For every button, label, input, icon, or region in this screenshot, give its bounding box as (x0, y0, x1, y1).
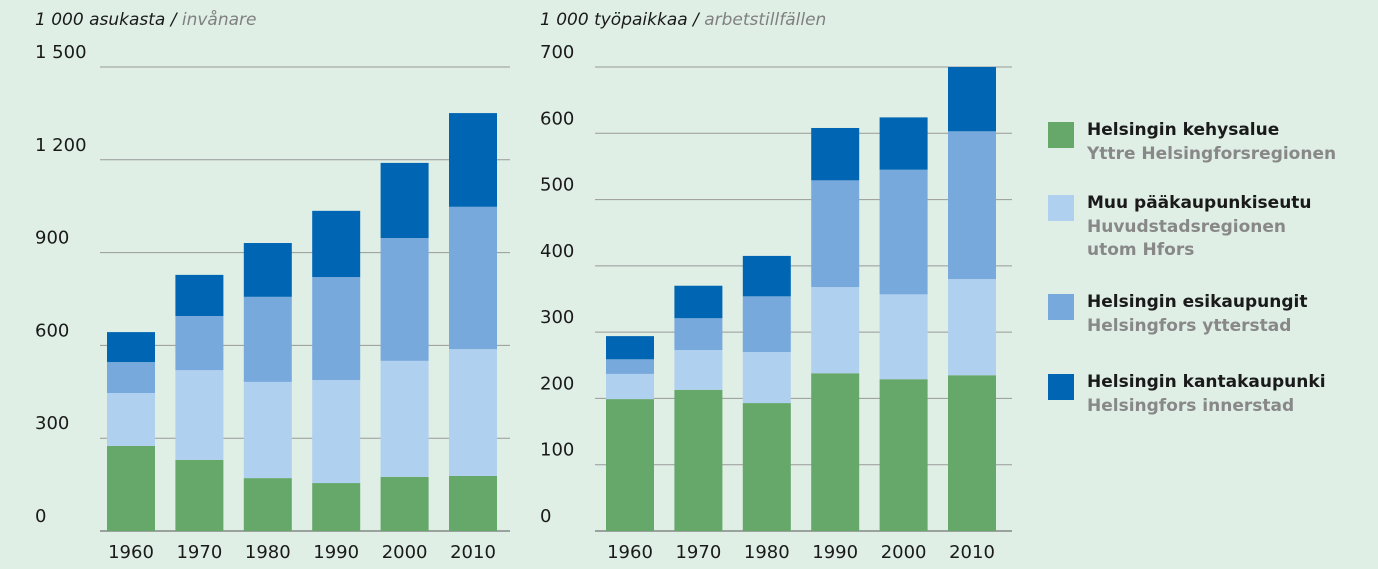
bar-segment (312, 210, 361, 278)
y-tick-label: 500 (540, 175, 574, 196)
x-tick-label: 1970 (675, 542, 721, 563)
chart-title: 1 000 asukasta / invånare (35, 9, 257, 30)
bar-segment (312, 483, 361, 531)
y-tick-label: 0 (35, 506, 46, 527)
bar-segment (811, 373, 860, 531)
legend-swatch (1048, 374, 1074, 400)
bar-segment (742, 296, 791, 353)
bar-segment (449, 113, 497, 207)
y-tick-label: 100 (540, 440, 574, 461)
bar-segment (606, 399, 654, 531)
bar-segment (742, 255, 791, 297)
bar-segment (674, 389, 723, 531)
y-tick-label: 600 (35, 320, 69, 341)
legend-sub: Helsingfors innerstad (1087, 396, 1294, 416)
legend-sub: utom Hfors (1087, 240, 1194, 260)
y-tick-label: 600 (540, 108, 574, 129)
legend-name: Helsingin esikaupungit (1087, 292, 1308, 312)
legend-swatch (1048, 195, 1074, 221)
bar-segment (879, 379, 928, 531)
legend-name: Muu pääkaupunkiseutu (1087, 193, 1312, 213)
bar-segment (175, 459, 224, 531)
y-tick-label: 1 200 (35, 135, 87, 156)
bar-segment (107, 393, 155, 446)
bar-segment (948, 375, 996, 531)
bar-segment (948, 67, 996, 132)
y-tick-label: 1 500 (35, 42, 87, 63)
x-tick-label: 1980 (245, 542, 291, 563)
bar-segment (948, 131, 996, 280)
y-tick-label: 300 (540, 307, 574, 328)
bar-segment (606, 359, 654, 374)
bar-segment (811, 287, 860, 374)
bar-segment (449, 475, 497, 531)
x-tick-label: 2010 (949, 542, 995, 563)
bar-segment (879, 117, 928, 170)
bar-segment (380, 162, 429, 239)
bar-segment (674, 350, 723, 390)
legend-swatch (1048, 294, 1074, 320)
bar-segment (879, 294, 928, 380)
y-tick-label: 900 (35, 228, 69, 249)
bar-segment (606, 336, 654, 360)
bar-segment (948, 279, 996, 376)
bar-segment (312, 277, 361, 381)
subtitle: arbetstillfällen (704, 10, 826, 30)
bar-segment (175, 370, 224, 460)
bar-segment (742, 403, 791, 531)
bar-segment (243, 381, 292, 479)
bar-segment (742, 352, 791, 404)
legend-name: Helsingin kantakaupunki (1087, 372, 1326, 392)
bar-segment (449, 206, 497, 350)
bar-segment (107, 332, 155, 363)
bar-segment (674, 285, 723, 319)
x-tick-label: 1960 (607, 542, 653, 563)
legend-sub: Helsingfors ytterstad (1087, 316, 1291, 336)
bar-segment (380, 238, 429, 361)
y-tick-label: 200 (540, 373, 574, 394)
legend-sub: Yttre Helsingforsregionen (1086, 144, 1336, 164)
bar-segment (175, 274, 224, 317)
x-tick-label: 2000 (382, 542, 428, 563)
bar-segment (107, 445, 155, 531)
legend-swatch (1048, 122, 1074, 148)
bar-segment (879, 169, 928, 295)
bar-segment (312, 380, 361, 484)
title: 1 000 työpaikkaa / (540, 10, 701, 30)
bar-segment (811, 180, 860, 288)
y-tick-label: 0 (540, 506, 551, 527)
title: 1 000 asukasta / (35, 10, 179, 30)
bar-segment (243, 478, 292, 531)
bar-segment (175, 316, 224, 371)
y-tick-label: 400 (540, 241, 574, 262)
bar-segment (449, 349, 497, 476)
y-tick-label: 300 (35, 413, 69, 434)
bar-segment (811, 127, 860, 181)
x-tick-label: 2000 (881, 542, 927, 563)
bar-segment (243, 243, 292, 297)
bar-segment (674, 318, 723, 351)
x-tick-label: 1990 (812, 542, 858, 563)
x-tick-label: 1990 (313, 542, 359, 563)
x-tick-label: 1970 (176, 542, 222, 563)
bar-segment (606, 373, 654, 400)
chart-title: 1 000 työpaikkaa / arbetstillfällen (540, 10, 826, 30)
bar-segment (380, 360, 429, 477)
x-tick-label: 1980 (744, 542, 790, 563)
subtitle: invånare (182, 9, 257, 30)
legend-name: Helsingin kehysalue (1087, 120, 1279, 140)
bar-segment (107, 362, 155, 394)
x-tick-label: 2010 (450, 542, 496, 563)
x-tick-label: 1960 (108, 542, 154, 563)
bar-segment (243, 296, 292, 382)
legend-sub: Huvudstadsregionen (1087, 217, 1286, 237)
y-tick-label: 700 (540, 42, 574, 63)
bar-segment (380, 476, 429, 531)
